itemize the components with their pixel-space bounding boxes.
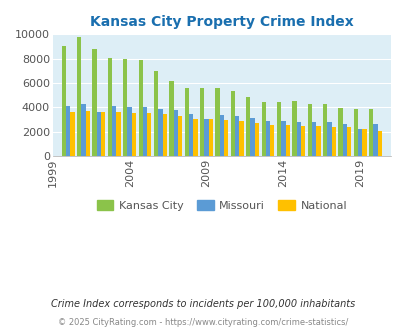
Bar bbox=[234, 116, 239, 156]
Bar bbox=[338, 108, 342, 156]
Bar bbox=[147, 114, 151, 156]
Text: Crime Index corresponds to incidents per 100,000 inhabitants: Crime Index corresponds to incidents per… bbox=[51, 299, 354, 309]
Bar bbox=[331, 127, 335, 156]
Bar bbox=[322, 104, 326, 156]
Bar bbox=[239, 121, 243, 156]
Bar bbox=[70, 112, 75, 156]
Bar bbox=[285, 125, 289, 156]
Bar bbox=[224, 120, 228, 156]
Bar bbox=[269, 125, 274, 156]
Bar bbox=[300, 125, 305, 156]
Bar bbox=[245, 97, 250, 156]
Bar bbox=[96, 112, 101, 156]
Bar bbox=[373, 124, 377, 156]
Bar bbox=[177, 116, 182, 156]
Bar bbox=[127, 107, 132, 156]
Bar bbox=[173, 110, 177, 156]
Bar bbox=[132, 113, 136, 156]
Bar bbox=[204, 119, 208, 156]
Bar bbox=[85, 111, 90, 156]
Bar bbox=[281, 121, 285, 156]
Bar bbox=[108, 58, 112, 156]
Bar bbox=[193, 119, 197, 156]
Bar bbox=[81, 104, 85, 156]
Text: © 2025 CityRating.com - https://www.cityrating.com/crime-statistics/: © 2025 CityRating.com - https://www.city… bbox=[58, 318, 347, 327]
Bar bbox=[184, 88, 188, 156]
Bar bbox=[368, 109, 373, 156]
Bar bbox=[362, 129, 366, 156]
Bar bbox=[162, 114, 166, 156]
Bar bbox=[77, 37, 81, 156]
Title: Kansas City Property Crime Index: Kansas City Property Crime Index bbox=[90, 15, 353, 29]
Bar bbox=[66, 106, 70, 156]
Bar bbox=[219, 115, 224, 156]
Bar bbox=[200, 88, 204, 156]
Bar bbox=[92, 49, 96, 156]
Bar bbox=[208, 119, 213, 156]
Bar bbox=[188, 114, 193, 156]
Bar bbox=[112, 106, 116, 156]
Bar bbox=[357, 129, 362, 156]
Bar bbox=[158, 109, 162, 156]
Bar bbox=[101, 112, 105, 156]
Bar bbox=[153, 71, 158, 156]
Bar bbox=[116, 112, 120, 156]
Bar bbox=[377, 131, 381, 156]
Bar bbox=[169, 81, 173, 156]
Bar bbox=[346, 127, 350, 156]
Bar bbox=[215, 88, 219, 156]
Bar bbox=[296, 122, 300, 156]
Bar bbox=[353, 109, 357, 156]
Bar bbox=[250, 118, 254, 156]
Bar bbox=[62, 47, 66, 156]
Bar bbox=[123, 59, 127, 156]
Bar bbox=[143, 107, 147, 156]
Bar bbox=[254, 123, 258, 156]
Bar bbox=[276, 102, 281, 156]
Bar bbox=[261, 102, 265, 156]
Bar bbox=[311, 122, 315, 156]
Bar bbox=[315, 126, 320, 156]
Bar bbox=[138, 60, 143, 156]
Bar bbox=[292, 101, 296, 156]
Bar bbox=[342, 124, 346, 156]
Bar bbox=[307, 104, 311, 156]
Bar bbox=[230, 91, 234, 156]
Bar bbox=[326, 122, 331, 156]
Legend: Kansas City, Missouri, National: Kansas City, Missouri, National bbox=[92, 196, 351, 215]
Bar bbox=[265, 121, 269, 156]
